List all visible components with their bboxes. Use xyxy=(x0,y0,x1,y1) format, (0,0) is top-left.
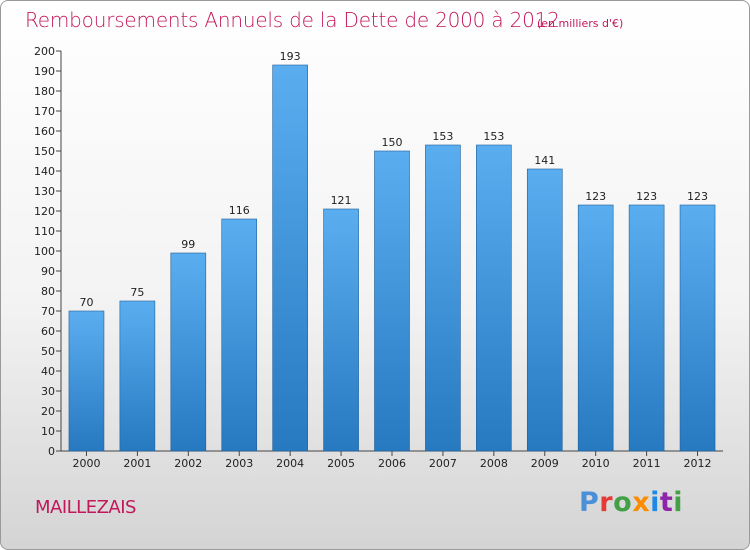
y-tick-label: 60 xyxy=(41,325,55,338)
x-tick-label: 2005 xyxy=(327,457,355,470)
y-tick-label: 80 xyxy=(41,285,55,298)
y-tick-label: 160 xyxy=(34,125,55,138)
bar-value-label: 121 xyxy=(331,194,352,207)
bar-value-label: 153 xyxy=(483,130,504,143)
bar xyxy=(323,208,359,452)
bar-value-label: 141 xyxy=(534,154,555,167)
y-tick-label: 0 xyxy=(48,445,55,458)
x-tick-label: 2001 xyxy=(123,457,151,470)
axes: 0 10 20 30 40 50 60 70 80 90 100 110 120 130 140 150 160… xyxy=(34,45,723,470)
logo-letter: i xyxy=(650,487,660,518)
commune-name: MAILLEZAIS xyxy=(35,497,136,518)
y-tick-label: 50 xyxy=(41,345,55,358)
y-tick-label: 200 xyxy=(34,45,55,58)
x-tick-label: 2008 xyxy=(480,457,508,470)
x-tick-label: 2006 xyxy=(378,457,406,470)
bars: 70 75 99 116 193 121 150 153 153 141 123 123 123 xyxy=(68,50,716,452)
chart-subtitle: (en milliers d'€) xyxy=(537,17,624,30)
x-tick-label: 2004 xyxy=(276,457,304,470)
y-tick-label: 190 xyxy=(34,65,55,78)
bar xyxy=(425,144,461,452)
logo-letter: P xyxy=(579,487,600,518)
x-tick-label: 2009 xyxy=(531,457,559,470)
y-tick-label: 110 xyxy=(34,225,55,238)
x-tick-label: 2012 xyxy=(684,457,712,470)
bar-value-label: 123 xyxy=(585,190,606,203)
bar xyxy=(628,204,665,452)
bar-value-label: 75 xyxy=(130,286,144,299)
logo-letter: o xyxy=(613,487,633,518)
y-tick-label: 140 xyxy=(34,165,55,178)
bar-value-label: 193 xyxy=(280,50,301,63)
y-tick-label: 170 xyxy=(34,105,55,118)
y-tick-label: 70 xyxy=(41,305,55,318)
x-tick-label: 2002 xyxy=(174,457,202,470)
bar-value-label: 150 xyxy=(382,136,403,149)
bar xyxy=(170,252,207,452)
bar xyxy=(272,64,308,452)
bar-value-label: 99 xyxy=(181,238,195,251)
bar xyxy=(119,300,156,452)
y-tick-label: 130 xyxy=(34,185,55,198)
logo-letter: i xyxy=(673,487,684,518)
y-tick-label: 180 xyxy=(34,85,55,98)
logo-letter: x xyxy=(632,487,651,518)
y-tick-label: 90 xyxy=(41,265,55,278)
y-tick-label: 20 xyxy=(41,405,55,418)
logo-letter: t xyxy=(659,487,674,518)
x-tick-label: 2007 xyxy=(429,457,457,470)
bar-value-label: 116 xyxy=(229,204,250,217)
y-tick-label: 30 xyxy=(41,385,55,398)
x-tick-label: 2003 xyxy=(225,457,253,470)
bar xyxy=(476,144,512,452)
bar xyxy=(679,204,716,452)
y-tick-label: 120 xyxy=(34,205,55,218)
y-tick-label: 100 xyxy=(34,245,55,258)
bar-value-label: 123 xyxy=(687,190,708,203)
y-tick-label: 40 xyxy=(41,365,55,378)
x-tick-label: 2010 xyxy=(582,457,610,470)
y-tick-label: 10 xyxy=(41,425,55,438)
bar-value-label: 123 xyxy=(636,190,657,203)
bar xyxy=(577,204,614,452)
y-tick-label: 150 xyxy=(34,145,55,158)
bar xyxy=(68,310,105,452)
chart-title: Remboursements Annuels de la Dette de 20… xyxy=(25,8,560,32)
bar xyxy=(221,218,258,452)
bar-value-label: 70 xyxy=(79,296,93,309)
bar xyxy=(526,168,563,452)
bar xyxy=(374,150,410,452)
x-tick-label: 2011 xyxy=(633,457,661,470)
proxiti-logo[interactable]: Proxiti xyxy=(579,487,683,518)
logo-letter: r xyxy=(599,487,614,518)
bar-value-label: 153 xyxy=(432,130,453,143)
x-tick-label: 2000 xyxy=(72,457,100,470)
